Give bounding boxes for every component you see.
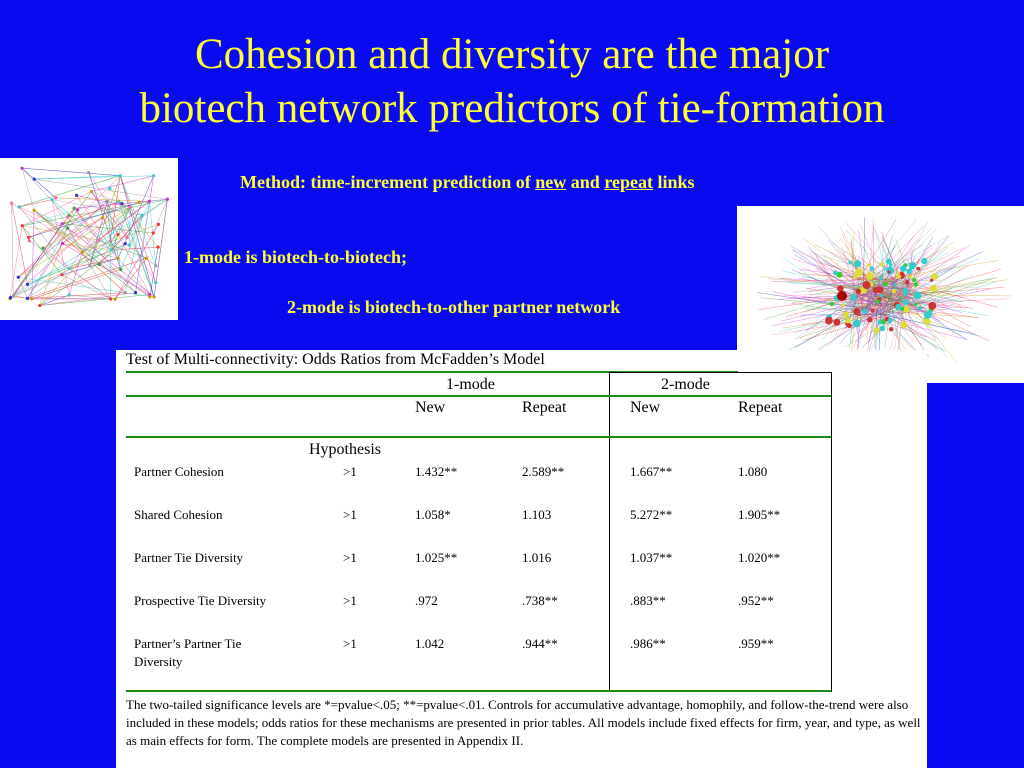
header-1-mode: 1-mode [446,376,495,393]
cell-m2-rep: .959** [738,636,774,651]
cell-m2-new: 5.272** [630,507,673,522]
method-suffix: links [652,172,695,192]
table-title: Test of Multi-connectivity: Odds Ratios … [126,351,545,368]
cell-m1-rep: 1.016 [522,550,552,565]
cell-hyp: >1 [343,550,357,565]
cell-m2-new: .883** [630,593,666,608]
mode2-text: 2-mode is biotech-to-other partner netwo… [287,297,621,317]
rule-2 [126,395,831,397]
header-hypothesis: Hypothesis [309,441,381,458]
method-new: new [535,172,567,192]
rule-3 [126,436,831,438]
cell-m1-new: 1.042 [415,636,445,651]
header-2-repeat: Repeat [738,399,783,416]
cell-label: Partner Tie Diversity [134,550,244,565]
cell-m1-new: 1.025** [415,550,458,565]
table-footnote: The two-tailed significance levels are *… [126,697,921,748]
title-line-2: biotech network predictors of tie-format… [139,85,885,132]
table-panel: Test of Multi-connectivity: Odds Ratios … [116,350,927,768]
slide-title: Cohesion and diversity are the major bio… [0,28,1024,136]
cell-label: Shared Cohesion [134,507,223,522]
title-line-1: Cohesion and diversity are the major [194,31,830,78]
rule-bottom [126,690,831,692]
rule-top [126,371,738,373]
method-prefix: Method: time-increment prediction of [240,172,536,192]
cell-label: Partner Cohesion [134,464,224,479]
cell-m1-new: .972 [415,593,438,608]
background-strip [927,383,1024,768]
cell-m2-new: .986** [630,636,666,651]
cell-hyp: >1 [343,507,357,522]
method-repeat: repeat [604,172,653,192]
cell-label: Partner’s Partner Tie Diversity [134,636,242,669]
cell-m2-new: 1.667** [630,464,673,479]
cell-m2-new: 1.037** [630,550,673,565]
cell-m1-rep: 1.103 [522,507,552,522]
cell-m2-rep: 1.905** [738,507,781,522]
network-image-left [0,158,178,320]
cell-m2-rep: .952** [738,593,774,608]
cell-m2-rep: 1.080 [738,464,768,479]
header-2-new: New [630,399,661,416]
cell-m1-rep: .738** [522,593,558,608]
cell-m1-new: 1.058* [415,507,451,522]
cell-m1-rep: .944** [522,636,558,651]
cell-hyp: >1 [343,593,357,608]
cell-m1-new: 1.432** [415,464,458,479]
mode1-text: 1-mode is biotech-to-biotech; [184,247,407,267]
header-1-new: New [415,399,446,416]
method-text: Method: time-increment prediction of new… [240,172,695,193]
header-1-repeat: Repeat [522,399,567,416]
cell-hyp: >1 [343,636,357,651]
cell-label: Prospective Tie Diversity [134,593,267,608]
cell-m1-rep: 2.589** [522,464,565,479]
header-2-mode: 2-mode [661,376,710,393]
method-and: and [566,172,605,192]
cell-m2-rep: 1.020** [738,550,781,565]
cell-hyp: >1 [343,464,357,479]
